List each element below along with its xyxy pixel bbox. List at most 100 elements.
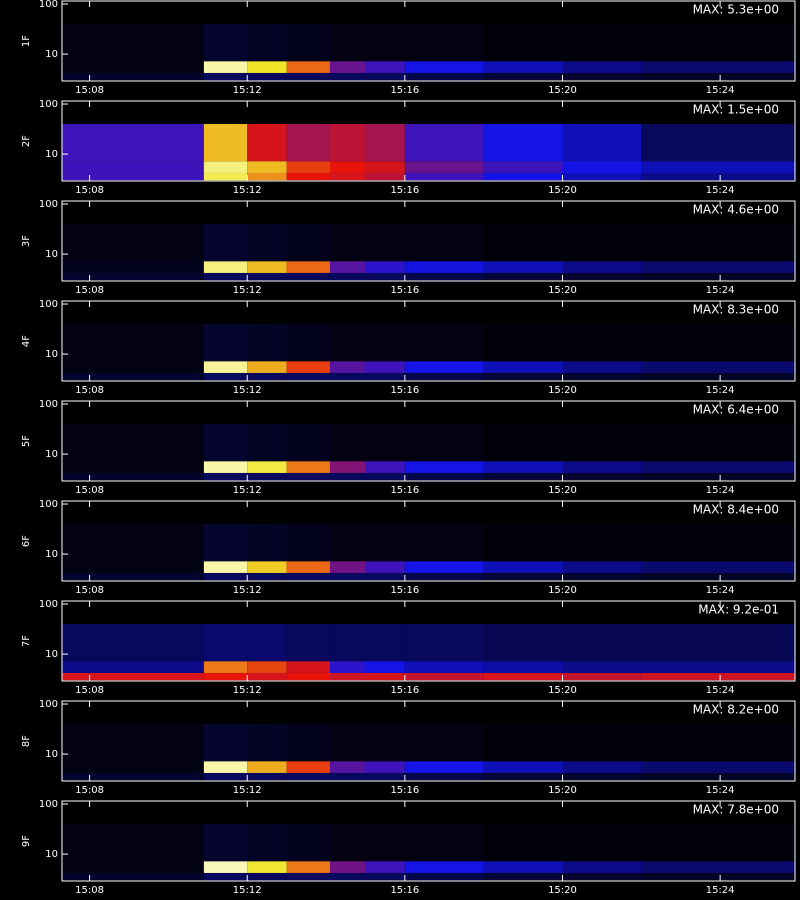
cell: [365, 672, 405, 681]
cell: [365, 361, 405, 373]
cell: [203, 872, 248, 881]
cells: [62, 123, 795, 181]
max-annotation: MAX: 8.4e+00: [693, 503, 779, 517]
x-tick-label: 15:08: [75, 85, 104, 96]
cell: [62, 72, 204, 81]
cell: [562, 361, 642, 373]
cell: [365, 72, 405, 81]
cells: [62, 23, 795, 81]
cell: [329, 623, 366, 662]
axes-frame: [61, 100, 796, 182]
cell: [562, 661, 642, 673]
cell: [247, 161, 287, 173]
max-annotation: MAX: 8.2e+00: [693, 703, 779, 717]
cell: [562, 161, 642, 173]
cell: [247, 423, 287, 462]
cell: [562, 761, 642, 773]
panel: 10 100 15:08 15:12 15:16 15:20 15:24 1F MAX: 5.3…: [21, 0, 796, 96]
cell: [404, 661, 484, 673]
cell: [62, 872, 204, 881]
x-tick-label: 15:20: [548, 285, 577, 296]
cell: [483, 861, 563, 873]
cell: [562, 772, 642, 781]
cell: [641, 561, 795, 573]
cell: [562, 672, 642, 681]
x-tick-label: 15:24: [706, 85, 735, 96]
cell: [404, 61, 484, 73]
x-tick-label: 15:12: [233, 685, 262, 696]
cell: [286, 23, 330, 62]
cell: [203, 61, 248, 73]
axes-frame: [61, 300, 796, 382]
cell: [286, 623, 330, 662]
cell: [641, 523, 795, 562]
cell: [641, 361, 795, 373]
cell: [247, 123, 287, 162]
cell: [62, 23, 204, 62]
cells: [62, 823, 795, 881]
panel-label: 8F: [21, 735, 32, 747]
panel: 10 100 15:08 15:12 15:16 15:20 15:24 8F MAX: 8.2…: [21, 699, 796, 796]
x-tick-label: 15:16: [390, 485, 419, 496]
cell: [247, 872, 287, 881]
cell: [483, 172, 563, 181]
cell: [641, 772, 795, 781]
x-tick-label: 15:08: [75, 585, 104, 596]
cell: [483, 272, 563, 281]
cell: [483, 23, 563, 62]
cell: [641, 572, 795, 581]
x-tick-label: 15:16: [390, 85, 419, 96]
x-tick-label: 15:20: [548, 485, 577, 496]
cell: [203, 761, 248, 773]
cell: [62, 523, 204, 562]
cell: [483, 761, 563, 773]
cell: [203, 161, 248, 173]
cell: [641, 623, 795, 662]
cell: [286, 561, 330, 573]
cell: [641, 261, 795, 273]
cell: [365, 572, 405, 581]
cell: [365, 61, 405, 73]
cell: [247, 323, 287, 362]
x-tick-label: 15:24: [706, 485, 735, 496]
cell: [641, 372, 795, 381]
cell: [247, 523, 287, 562]
cell: [329, 72, 366, 81]
cell: [365, 223, 405, 262]
cell: [483, 723, 563, 762]
cell: [483, 123, 563, 162]
axes-frame: [61, 200, 796, 282]
cell: [203, 423, 248, 462]
y-tick-label: 10: [45, 849, 58, 860]
cell: [641, 472, 795, 481]
cell: [365, 372, 405, 381]
cell: [203, 461, 248, 473]
cell: [641, 172, 795, 181]
cell: [562, 472, 642, 481]
cell: [562, 572, 642, 581]
cell: [562, 123, 642, 162]
x-tick-label: 15:12: [233, 185, 262, 196]
cell: [404, 523, 484, 562]
cell: [562, 223, 642, 262]
cell: [286, 661, 330, 673]
x-tick-label: 15:24: [706, 885, 735, 896]
cell: [483, 223, 563, 262]
x-tick-label: 15:16: [390, 585, 419, 596]
y-tick-label: 10: [45, 749, 58, 760]
cell: [203, 261, 248, 273]
cell: [286, 461, 330, 473]
cell: [286, 872, 330, 881]
cell: [247, 72, 287, 81]
cell: [247, 861, 287, 873]
cell: [62, 261, 204, 273]
y-tick-label: 100: [39, 699, 58, 710]
cell: [329, 572, 366, 581]
cell: [62, 661, 204, 673]
cell: [329, 461, 366, 473]
panel: 10 100 15:08 15:12 15:16 15:20 15:24 3F MAX: 4.6…: [21, 199, 796, 296]
cell: [329, 472, 366, 481]
panel-label: 4F: [21, 335, 32, 347]
cell: [329, 372, 366, 381]
